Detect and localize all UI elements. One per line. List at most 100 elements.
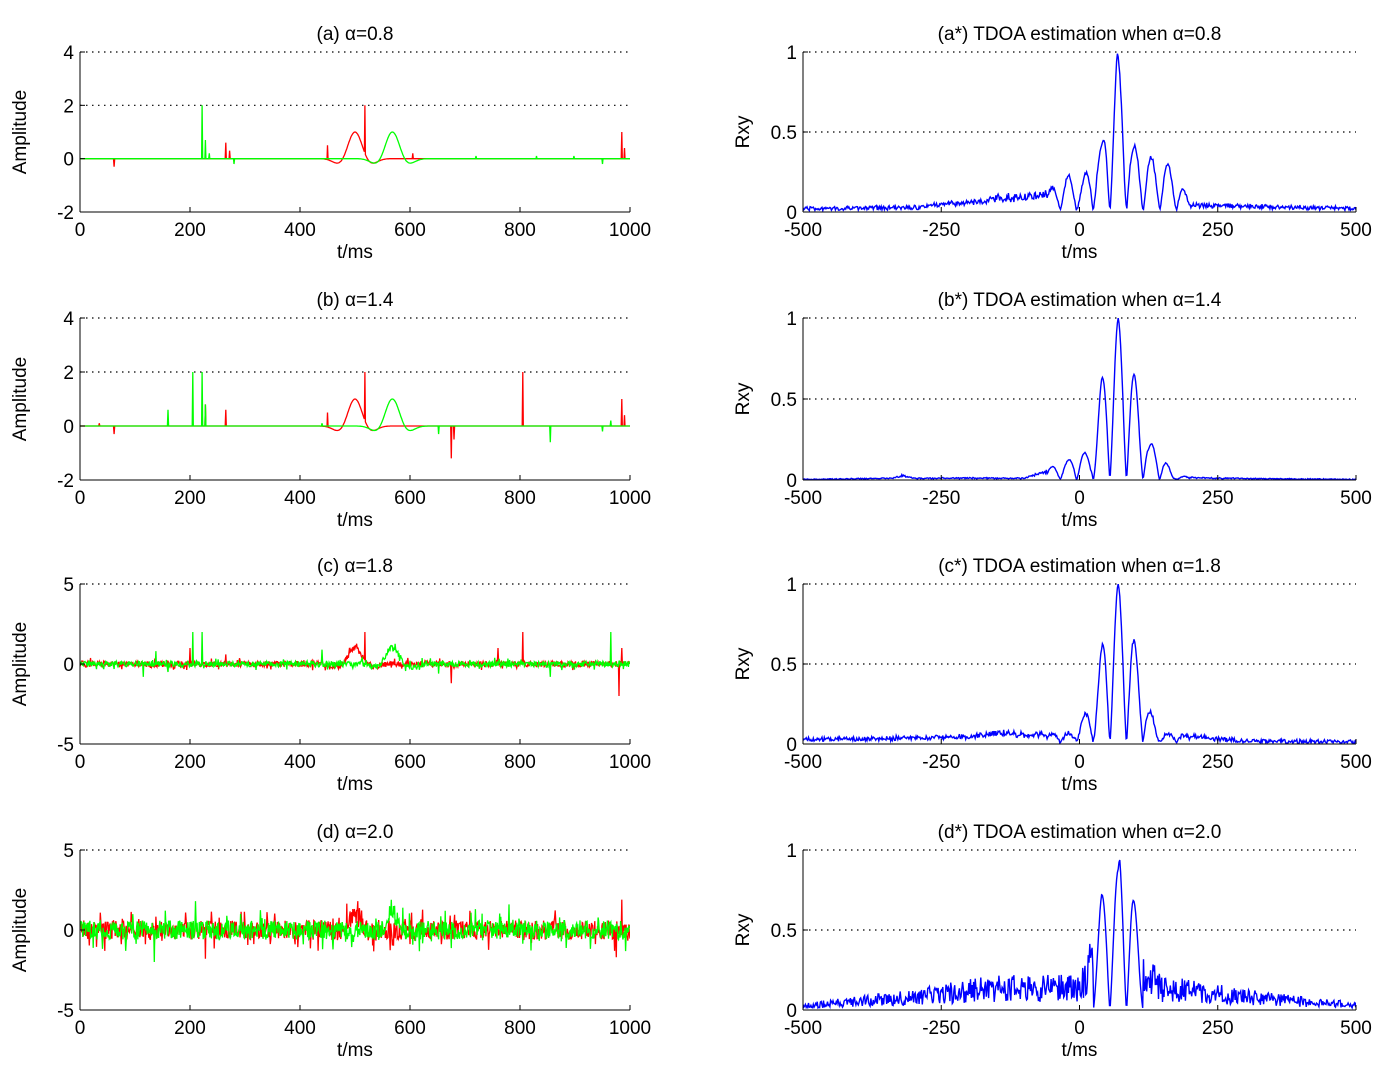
subplot-title: (a*) TDOA estimation when α=0.8 bbox=[938, 24, 1222, 45]
x-tick-label: 200 bbox=[174, 488, 206, 509]
x-tick-label: 600 bbox=[394, 220, 426, 241]
y-axis-label: Rxy bbox=[733, 115, 754, 148]
y-tick-label: 0.5 bbox=[771, 921, 797, 942]
x-tick-label: 250 bbox=[1202, 220, 1234, 241]
plot-area bbox=[80, 371, 630, 459]
subplot-title: (c*) TDOA estimation when α=1.8 bbox=[938, 556, 1221, 577]
subplot-title: (b) α=1.4 bbox=[317, 290, 394, 311]
x-tick-label: -500 bbox=[784, 220, 822, 241]
x-tick-label: 1000 bbox=[609, 488, 651, 509]
y-tick-label: 0.5 bbox=[771, 123, 797, 144]
correlation-series bbox=[803, 584, 1356, 744]
x-tick-label: 250 bbox=[1202, 752, 1234, 773]
x-tick-label: -500 bbox=[784, 752, 822, 773]
x-tick-label: 250 bbox=[1202, 488, 1234, 509]
subplot-4: (b*) TDOA estimation when α=1.4 -500 -250 0… bbox=[733, 290, 1372, 531]
plot-area bbox=[80, 631, 630, 697]
x-tick-label: 1000 bbox=[609, 1018, 651, 1039]
subplot-6: (c*) TDOA estimation when α=1.8 -500 -250 0… bbox=[733, 556, 1372, 795]
y-tick-label: 0.5 bbox=[771, 655, 797, 676]
x-tick-label: 0 bbox=[1074, 752, 1085, 773]
y-tick-label: 0 bbox=[786, 1001, 797, 1022]
y-tick-label: 5 bbox=[63, 575, 74, 596]
subplot-title: (c) α=1.8 bbox=[317, 556, 393, 577]
y-tick-label: 0 bbox=[786, 203, 797, 224]
y-tick-label: -2 bbox=[57, 471, 74, 492]
y-tick-label: 0 bbox=[786, 735, 797, 756]
x-tick-label: -500 bbox=[784, 1018, 822, 1039]
x-tick-label: 500 bbox=[1340, 220, 1372, 241]
subplot-7: (d) α=2.00 200 400 600 800 1000-505t/msAmplit… bbox=[10, 822, 651, 1061]
x-tick-label: 0 bbox=[75, 752, 86, 773]
x-tick-label: 200 bbox=[174, 1018, 206, 1039]
x-tick-label: -250 bbox=[922, 220, 960, 241]
x-tick-label: -500 bbox=[784, 488, 822, 509]
y-axis-label: Rxy bbox=[733, 382, 754, 415]
x-tick-label: 800 bbox=[504, 1018, 536, 1039]
x-tick-label: 500 bbox=[1340, 1018, 1372, 1039]
red-signal-series bbox=[80, 371, 630, 459]
correlation-series bbox=[803, 318, 1356, 480]
subplot-3: (b) α=1.40 200 400 600 800 1000-2024t/msAmpli… bbox=[10, 290, 651, 531]
y-tick-label: 0 bbox=[63, 921, 74, 942]
plot-area bbox=[803, 318, 1356, 480]
x-tick-label: 250 bbox=[1202, 1018, 1234, 1039]
x-tick-label: 800 bbox=[504, 488, 536, 509]
x-axis-label: t/ms bbox=[337, 774, 373, 795]
subplot-title: (d) α=2.0 bbox=[317, 822, 394, 843]
x-tick-label: 600 bbox=[394, 488, 426, 509]
subplot-title: (b*) TDOA estimation when α=1.4 bbox=[938, 290, 1222, 311]
y-tick-label: 2 bbox=[63, 96, 74, 117]
x-tick-label: -250 bbox=[922, 1018, 960, 1039]
x-tick-label: 800 bbox=[504, 220, 536, 241]
x-tick-label: 400 bbox=[284, 488, 316, 509]
green-signal-series bbox=[80, 899, 630, 963]
y-tick-label: 0.5 bbox=[771, 390, 797, 411]
subplot-title: (a) α=0.8 bbox=[317, 24, 394, 45]
x-tick-label: 0 bbox=[75, 220, 86, 241]
x-tick-label: 0 bbox=[1074, 488, 1085, 509]
x-tick-label: 400 bbox=[284, 752, 316, 773]
x-axis-label: t/ms bbox=[1062, 1040, 1098, 1061]
y-axis-label: Rxy bbox=[733, 647, 754, 680]
y-tick-label: 5 bbox=[63, 841, 74, 862]
subplot-title: (d*) TDOA estimation when α=2.0 bbox=[938, 822, 1222, 843]
y-tick-label: 1 bbox=[786, 575, 797, 596]
x-axis-label: t/ms bbox=[337, 1040, 373, 1061]
x-tick-label: 800 bbox=[504, 752, 536, 773]
y-tick-label: 2 bbox=[63, 363, 74, 384]
y-tick-label: 0 bbox=[786, 471, 797, 492]
red-signal-series bbox=[80, 105, 630, 167]
subplot-2: (a*) TDOA estimation when α=0.8 -500 -250 0… bbox=[733, 24, 1372, 263]
plot-area bbox=[803, 584, 1356, 744]
x-tick-label: 0 bbox=[75, 1018, 86, 1039]
x-tick-label: 200 bbox=[174, 752, 206, 773]
x-axis-label: t/ms bbox=[1062, 774, 1098, 795]
green-signal-series bbox=[80, 371, 630, 443]
x-axis-label: t/ms bbox=[1062, 242, 1098, 263]
x-tick-label: 0 bbox=[1074, 1018, 1085, 1039]
y-tick-label: -2 bbox=[57, 203, 74, 224]
plot-area bbox=[803, 859, 1356, 1010]
y-tick-label: 1 bbox=[786, 43, 797, 64]
x-axis-label: t/ms bbox=[337, 510, 373, 531]
plot-area bbox=[80, 899, 630, 963]
plot-area bbox=[80, 105, 630, 167]
x-tick-label: 0 bbox=[1074, 220, 1085, 241]
y-axis-label: Amplitude bbox=[10, 90, 31, 175]
x-tick-label: 500 bbox=[1340, 752, 1372, 773]
x-tick-label: 0 bbox=[75, 488, 86, 509]
x-axis-label: t/ms bbox=[1062, 510, 1098, 531]
y-axis-label: Rxy bbox=[733, 913, 754, 946]
y-tick-label: -5 bbox=[57, 735, 74, 756]
y-tick-label: -5 bbox=[57, 1001, 74, 1022]
subplot-5: (c) α=1.80 200 400 600 800 1000-505t/msAmplit… bbox=[10, 556, 651, 795]
y-tick-label: 0 bbox=[63, 655, 74, 676]
y-tick-label: 1 bbox=[786, 841, 797, 862]
subplot-1: (a) α=0.80 200 400 600 800 1000-2024t/msAmpli… bbox=[10, 24, 651, 263]
x-tick-label: 600 bbox=[394, 752, 426, 773]
subplot-8: (d*) TDOA estimation when α=2.0 -500 -250 0… bbox=[733, 822, 1372, 1061]
x-axis-label: t/ms bbox=[337, 242, 373, 263]
y-tick-label: 0 bbox=[63, 150, 74, 171]
